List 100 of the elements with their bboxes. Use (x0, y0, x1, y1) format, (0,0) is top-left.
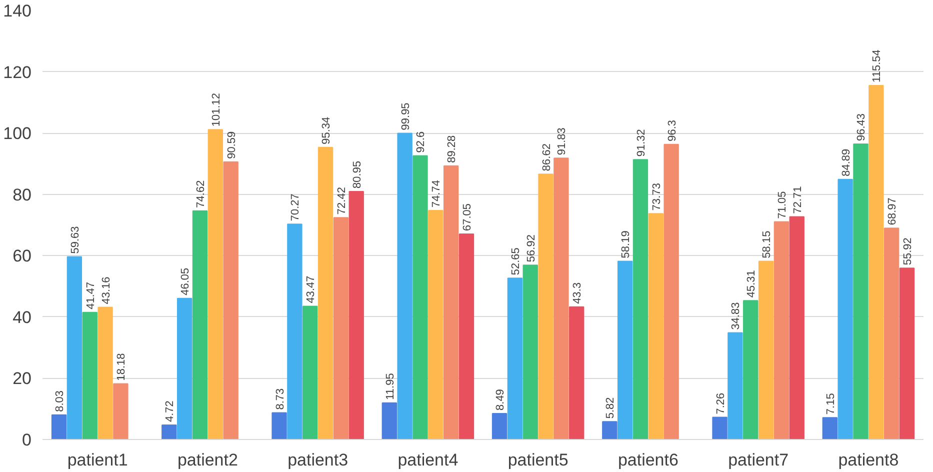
data-label: 58.19 (620, 230, 632, 258)
bar (538, 174, 554, 440)
data-label: 8.73 (274, 388, 286, 410)
data-label: 5.82 (604, 397, 617, 419)
data-label: 46.05 (180, 268, 192, 296)
bar (758, 260, 774, 440)
data-label: 18.18 (116, 353, 128, 381)
bar (648, 213, 664, 440)
data-label: 34.83 (730, 302, 742, 330)
data-label: 43.47 (305, 276, 318, 304)
data-label: 73.73 (650, 183, 663, 211)
bar (492, 412, 508, 440)
data-label: 96.3 (666, 120, 678, 142)
data-label: 84.89 (840, 148, 852, 176)
bar (176, 298, 192, 440)
bar (569, 306, 584, 440)
x-tick-label: patient8 (838, 450, 899, 470)
bar (443, 165, 459, 440)
bar (382, 402, 397, 440)
data-label: 59.63 (69, 226, 82, 254)
bar (743, 300, 758, 440)
x-tick-label: patient6 (618, 450, 678, 470)
data-label: 41.47 (84, 282, 97, 310)
bar (522, 264, 538, 440)
bar (208, 129, 223, 440)
y-tick-label: 0 (22, 430, 32, 450)
bar (348, 190, 364, 440)
x-tick-label: patient4 (398, 450, 458, 470)
data-label: 4.72 (164, 400, 176, 422)
data-label: 72.42 (336, 187, 348, 215)
bar (884, 228, 900, 440)
data-label: 58.15 (761, 230, 774, 258)
data-label: 70.27 (290, 194, 302, 222)
bar (728, 332, 743, 440)
bar (397, 132, 412, 440)
data-label: 91.32 (635, 129, 648, 157)
bar (98, 306, 113, 440)
bar (287, 224, 302, 440)
bar (162, 424, 177, 440)
bar (66, 256, 82, 440)
bar (899, 268, 915, 440)
bar (458, 234, 474, 440)
bar (774, 221, 790, 440)
y-tick-label: 20 (12, 369, 32, 388)
data-label: 11.95 (384, 373, 396, 400)
data-label: 96.43 (856, 113, 868, 142)
data-label: 45.31 (746, 270, 758, 298)
x-tick-label: patient3 (288, 450, 348, 470)
bar (82, 312, 98, 440)
y-tick-label: 60 (12, 246, 32, 266)
data-label: 101.12 (210, 92, 222, 127)
data-label: 67.05 (461, 204, 474, 232)
data-label: 52.65 (510, 248, 522, 276)
bar (51, 414, 67, 440)
data-label: 56.92 (525, 234, 538, 262)
data-label: 8.03 (54, 390, 66, 412)
data-label: 80.95 (351, 160, 364, 188)
data-label: 43.3 (572, 282, 584, 304)
data-label: 90.59 (226, 131, 238, 159)
bar (192, 210, 208, 440)
x-tick-label: patient5 (508, 450, 568, 470)
data-label: 91.83 (556, 128, 568, 156)
bar (223, 161, 238, 440)
bar (113, 383, 128, 440)
data-label: 72.71 (792, 186, 804, 214)
data-label: 86.62 (540, 144, 553, 172)
data-label: 74.74 (430, 180, 443, 208)
data-label: 43.16 (100, 276, 112, 304)
bar (617, 260, 633, 440)
data-label: 95.34 (320, 116, 333, 144)
bar (507, 278, 523, 440)
x-tick-label: patient2 (177, 450, 238, 470)
bar (302, 306, 318, 440)
y-tick-label: 100 (3, 124, 32, 144)
data-label: 55.92 (902, 238, 914, 266)
bar (554, 158, 569, 440)
data-label: 92.6 (415, 131, 428, 153)
bar (789, 216, 804, 440)
bar (602, 421, 618, 440)
x-tick-label: patient1 (67, 450, 128, 470)
bar (318, 146, 334, 440)
y-tick-label: 40 (12, 308, 32, 327)
bar (272, 412, 287, 440)
data-label: 7.26 (714, 392, 727, 414)
data-label: 7.15 (824, 393, 837, 415)
data-label: 99.95 (400, 102, 412, 130)
bar (333, 217, 349, 440)
bar (664, 144, 679, 440)
data-label: 89.28 (446, 135, 458, 163)
data-label: 71.05 (776, 191, 788, 219)
data-label: 8.49 (494, 389, 507, 410)
data-label: 115.54 (871, 50, 884, 82)
data-label: 74.62 (194, 180, 207, 208)
bar (712, 416, 728, 440)
bar (853, 144, 868, 440)
bar (822, 417, 838, 440)
bar (412, 155, 428, 440)
y-tick-label: 80 (12, 185, 32, 204)
bar (632, 159, 648, 440)
data-label: 68.97 (886, 198, 899, 226)
